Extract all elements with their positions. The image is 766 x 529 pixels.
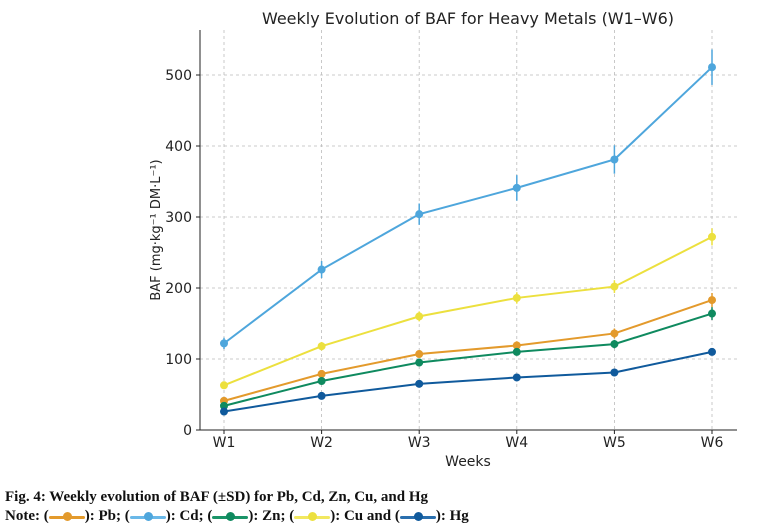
- series-cu: [220, 228, 716, 390]
- legend-zn-swatch: [212, 511, 249, 522]
- data-point: [610, 329, 619, 338]
- data-point: [708, 309, 716, 318]
- data-point: [708, 232, 716, 241]
- series-cd: [220, 49, 716, 350]
- data-point: [415, 350, 424, 359]
- data-point: [708, 63, 716, 72]
- data-point: [317, 377, 326, 386]
- legend-pb-label: ): Pb; (: [84, 508, 130, 524]
- data-point: [415, 358, 424, 367]
- data-point: [415, 312, 424, 321]
- legend-cd-label: ): Cd; (: [165, 508, 213, 524]
- y-tick-label: 500: [165, 68, 192, 84]
- y-tick-label: 200: [165, 281, 192, 297]
- legend-cd-swatch: [129, 511, 166, 522]
- data-point: [610, 155, 619, 164]
- figure-caption: Fig. 4: Weekly evolution of BAF (±SD) fo…: [5, 489, 428, 505]
- legend-cu-swatch: [294, 511, 331, 522]
- line-pb: [223, 299, 713, 402]
- data-point: [708, 296, 716, 305]
- series-hg: [220, 347, 716, 416]
- x-axis-label: Weeks: [445, 454, 491, 470]
- data-point: [512, 293, 521, 302]
- data-point: [415, 379, 424, 388]
- data-point: [610, 368, 619, 377]
- data-point: [610, 340, 619, 349]
- legend-pb-swatch: [48, 511, 85, 522]
- data-point: [610, 282, 619, 291]
- x-tick-label: W5: [603, 435, 626, 451]
- data-point: [220, 381, 228, 390]
- chart: Weekly Evolution of BAF for Heavy Metals…: [149, 9, 737, 470]
- series-zn: [220, 307, 716, 410]
- data-point: [317, 342, 326, 351]
- legend-hg-swatch: [399, 511, 436, 522]
- data-point: [317, 265, 326, 274]
- y-axis-label: BAF (mg·kg⁻¹ DM·L⁻¹): [149, 159, 164, 300]
- data-point: [317, 369, 326, 378]
- line-zn: [223, 312, 713, 407]
- y-tick-label: 100: [165, 352, 192, 368]
- data-point: [708, 347, 716, 356]
- data-point: [220, 407, 228, 416]
- chart-title: Weekly Evolution of BAF for Heavy Metals…: [262, 9, 674, 28]
- legend-zn-label: ): Zn; (: [248, 508, 295, 524]
- data-point: [317, 391, 326, 400]
- y-tick-label: 300: [165, 210, 192, 226]
- y-tick-label: 0: [183, 423, 192, 439]
- x-tick-label: W6: [701, 435, 724, 451]
- legend-note: Note: ( ): Pb; ( ): Cd; ( ): Zn; ( ): Cu and…: [5, 508, 469, 525]
- data-point: [220, 339, 228, 348]
- line-cd: [223, 66, 713, 345]
- legend-hg-label: ): Hg: [435, 508, 469, 524]
- x-tick-label: W3: [408, 435, 431, 451]
- x-tick-label: W2: [310, 435, 333, 451]
- data-point: [512, 341, 521, 350]
- data-point: [415, 210, 424, 219]
- legend-cu-label: ): Cu and (: [330, 508, 400, 524]
- y-tick-label: 400: [165, 139, 192, 155]
- line-cu: [223, 235, 713, 387]
- data-point: [512, 347, 521, 356]
- line-hg: [223, 350, 713, 413]
- x-tick-label: W4: [505, 435, 528, 451]
- x-tick-label: W1: [213, 435, 236, 451]
- data-point: [512, 183, 521, 192]
- data-point: [512, 373, 521, 382]
- note-prefix: Note: (: [5, 508, 49, 524]
- data-point: [220, 401, 228, 410]
